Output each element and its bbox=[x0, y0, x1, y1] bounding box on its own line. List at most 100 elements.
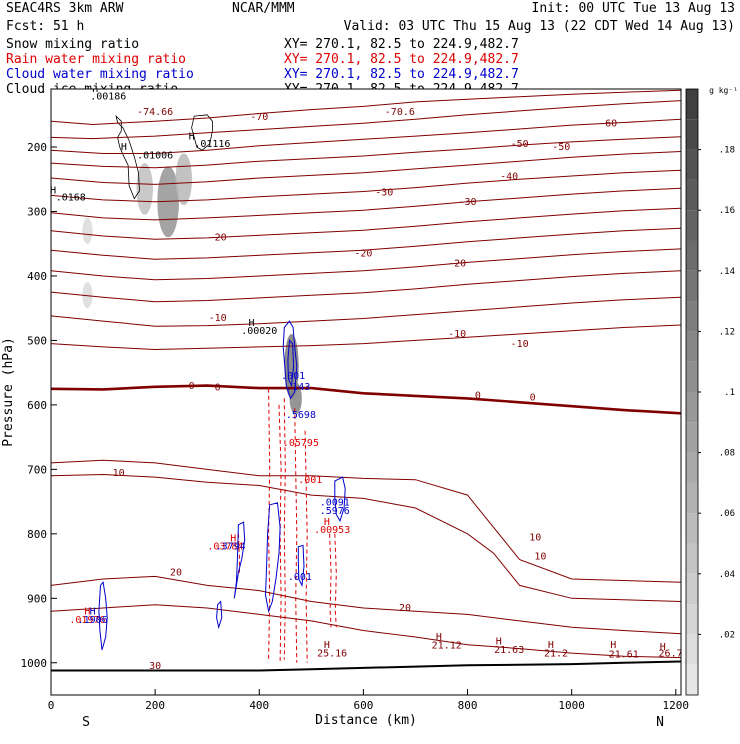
y-axis: 200 300 400 500 600 700 800 900 1000 bbox=[21, 141, 57, 670]
colorbar-swatch bbox=[686, 361, 698, 392]
cloud-water-contour bbox=[282, 320, 298, 400]
y-tick-label: 900 bbox=[27, 592, 47, 605]
colorbar-swatch bbox=[686, 392, 698, 423]
colorbar: .02 .04 .06 .08 .1 .12 .14 .16 .18 g kg⁻¹ bbox=[685, 86, 738, 696]
cloud-water-contour bbox=[287, 339, 295, 388]
temperature-contour bbox=[51, 575, 681, 635]
model-title: SEAC4RS 3km ARW bbox=[6, 1, 124, 16]
colorbar-swatch bbox=[686, 482, 698, 514]
temperature-contour bbox=[51, 296, 681, 327]
plot-area bbox=[51, 89, 681, 695]
colorbar-swatch bbox=[686, 240, 698, 271]
contour-label: -20 bbox=[448, 258, 466, 269]
rain-water-contour bbox=[294, 408, 298, 663]
temperature-contour bbox=[51, 169, 681, 203]
cloud-water-contour bbox=[264, 502, 281, 614]
contour-label: 10 bbox=[529, 532, 541, 543]
field-xy: XY= 270.1, 82.5 to 224.9,482.7 bbox=[284, 67, 519, 82]
colorbar-swatch bbox=[686, 422, 698, 453]
colorbar-swatch bbox=[686, 89, 698, 120]
maximum-h-marker: H bbox=[324, 640, 330, 651]
terrain-layer bbox=[51, 660, 681, 695]
y-axis-title: Pressure (hPa) bbox=[1, 337, 16, 447]
maximum-h-marker: H bbox=[230, 534, 236, 545]
contour-label: -60 bbox=[599, 118, 617, 129]
contour-label: -50 bbox=[511, 139, 529, 150]
rain-water-contour bbox=[329, 533, 332, 628]
snow-shading-patch bbox=[175, 153, 192, 206]
temperature-contour bbox=[51, 227, 681, 260]
colorbar-tick-label: .02 bbox=[719, 630, 735, 640]
contour-label: 21.61 bbox=[609, 650, 639, 661]
y-tick-label: 300 bbox=[27, 205, 47, 218]
contour-label: .0168 bbox=[56, 193, 86, 204]
terrain-fill bbox=[51, 661, 681, 695]
temperature-contour bbox=[51, 270, 681, 303]
temperature-contour bbox=[51, 324, 681, 351]
contour-label: 25.16 bbox=[317, 648, 347, 659]
maximum-h-marker: H bbox=[496, 637, 502, 648]
contour-label: .5976 bbox=[320, 506, 350, 517]
contour-label: .1906 bbox=[78, 615, 108, 626]
colorbar-swatch bbox=[686, 543, 698, 574]
contour-label: 10 bbox=[113, 468, 125, 479]
snow-shading-patch bbox=[289, 382, 302, 415]
contour-label: 26.7 bbox=[659, 648, 683, 659]
colorbar-swatch bbox=[686, 149, 698, 180]
temperature-contour bbox=[51, 473, 681, 602]
contour-label: 30 bbox=[149, 661, 161, 672]
cloud-water-layer bbox=[98, 320, 346, 651]
contour-label: -50 bbox=[552, 142, 570, 153]
maximum-h-marker: H bbox=[50, 185, 56, 196]
maximum-h-marker: H bbox=[436, 632, 442, 643]
contour-label: 21.2 bbox=[544, 648, 568, 659]
contour-label: 0 bbox=[189, 381, 195, 392]
temperature-contour bbox=[51, 187, 681, 221]
temperature-contour bbox=[51, 118, 681, 154]
contour-label: 10 bbox=[534, 552, 546, 563]
field-xy: XY= 270.1, 82.5 to 224.9,482.7 bbox=[284, 37, 519, 52]
temperature-contour-layer bbox=[51, 89, 681, 659]
contour-label: -30 bbox=[375, 187, 393, 198]
field-label: Rain water mixing ratio bbox=[6, 52, 186, 67]
x-tick-label: 1000 bbox=[558, 699, 585, 712]
colorbar-swatch bbox=[686, 179, 698, 211]
contour-label: -10 bbox=[209, 313, 227, 324]
cloud-water-contour bbox=[233, 521, 246, 599]
maximum-h-marker: H bbox=[189, 131, 195, 142]
contour-label: .5698 bbox=[286, 410, 316, 421]
plot-frame bbox=[50, 88, 682, 696]
contour-label: .001 bbox=[288, 572, 312, 583]
rain-water-contour bbox=[283, 398, 286, 660]
colorbar-swatch bbox=[686, 270, 698, 302]
contour-label: 21.12 bbox=[432, 641, 462, 652]
colorbar-tick-label: .18 bbox=[719, 146, 735, 156]
temperature-contour bbox=[51, 151, 681, 185]
temperature-contour bbox=[51, 459, 681, 583]
contour-label: -40 bbox=[500, 171, 518, 182]
forecast-hour: Fcst: 51 h bbox=[6, 19, 84, 34]
temperature-contour bbox=[51, 207, 681, 240]
init-time: Init: 00 UTC Tue 13 Aug 13 bbox=[532, 1, 736, 16]
y-tick-label: 700 bbox=[27, 463, 47, 476]
cloud-ice-contour bbox=[115, 114, 140, 200]
south-label: S bbox=[82, 715, 90, 730]
contour-label: .05795 bbox=[283, 438, 319, 449]
contour-label: .3794 bbox=[216, 541, 246, 552]
contour-label: -20 bbox=[354, 249, 372, 260]
contour-label: .00953 bbox=[314, 525, 350, 536]
field-label: Snow mixing ratio bbox=[6, 37, 139, 52]
x-tick-label: 0 bbox=[48, 699, 55, 712]
contour-label: .00186 bbox=[90, 91, 126, 102]
x-axis: 0 200 400 600 800 1000 1200 bbox=[48, 689, 689, 712]
colorbar-swatch bbox=[686, 331, 698, 362]
contour-label: .01116 bbox=[194, 139, 230, 150]
cloud-water-contour bbox=[98, 581, 108, 651]
temperature-contour bbox=[51, 384, 681, 415]
y-tick-label: 500 bbox=[27, 334, 47, 347]
x-tick-label: 800 bbox=[458, 699, 478, 712]
temperature-contour bbox=[51, 248, 681, 281]
y-tick-label: 600 bbox=[27, 399, 47, 412]
